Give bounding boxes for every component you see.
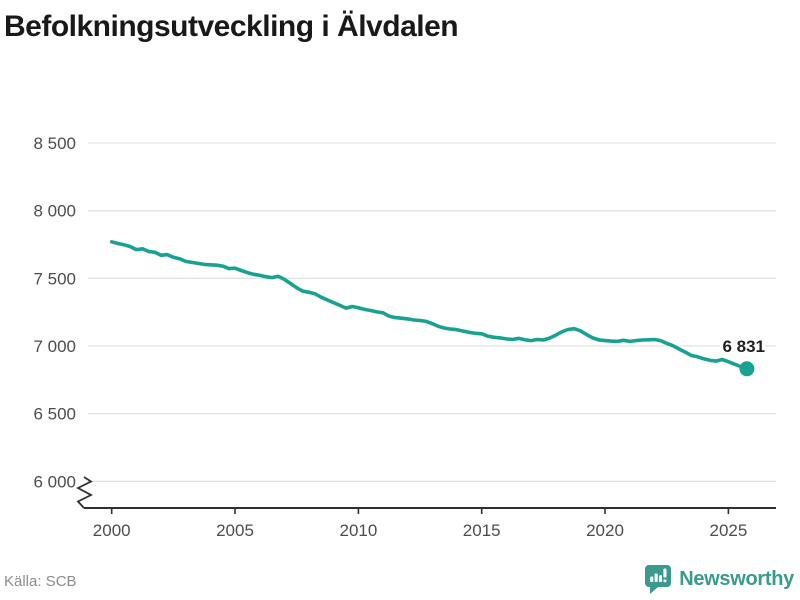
brand-name: Newsworthy <box>679 567 794 590</box>
y-tick-label: 7 500 <box>33 269 76 288</box>
end-point-marker <box>739 361 755 377</box>
x-tick-label: 2015 <box>463 521 501 540</box>
y-tick-label: 8 500 <box>33 134 76 153</box>
newsworthy-speech-bubble-chart-icon <box>645 565 672 594</box>
y-axis-break-icon <box>76 476 93 509</box>
y-tick-label: 8 000 <box>33 202 76 221</box>
y-tick-label: 6 500 <box>33 405 76 424</box>
x-tick-label: 2005 <box>216 521 254 540</box>
exclamation-bar <box>663 568 667 578</box>
x-tick-label: 2010 <box>339 521 377 540</box>
x-tick-label: 2000 <box>93 521 131 540</box>
population-line-chart: 6 000 6 500 7 000 7 500 8 000 8 500 2000 2005 20… <box>33 134 776 540</box>
x-tick-label: 2025 <box>709 521 747 540</box>
page-title: Befolkningsutveckling i Älvdalen <box>4 10 459 43</box>
x-tick-label: 2020 <box>586 521 624 540</box>
brand-footer: Newsworthy <box>644 564 794 594</box>
y-tick-label: 6 000 <box>33 472 76 491</box>
y-tick-label: 7 000 <box>33 337 76 356</box>
end-value-label: 6 831 <box>722 337 765 356</box>
exclamation-dot <box>663 579 667 583</box>
population-line <box>109 240 749 371</box>
bar-2 <box>654 573 658 582</box>
bar-3 <box>659 575 663 582</box>
source-note: Källa: SCB <box>4 573 77 590</box>
bar-1 <box>650 576 654 582</box>
